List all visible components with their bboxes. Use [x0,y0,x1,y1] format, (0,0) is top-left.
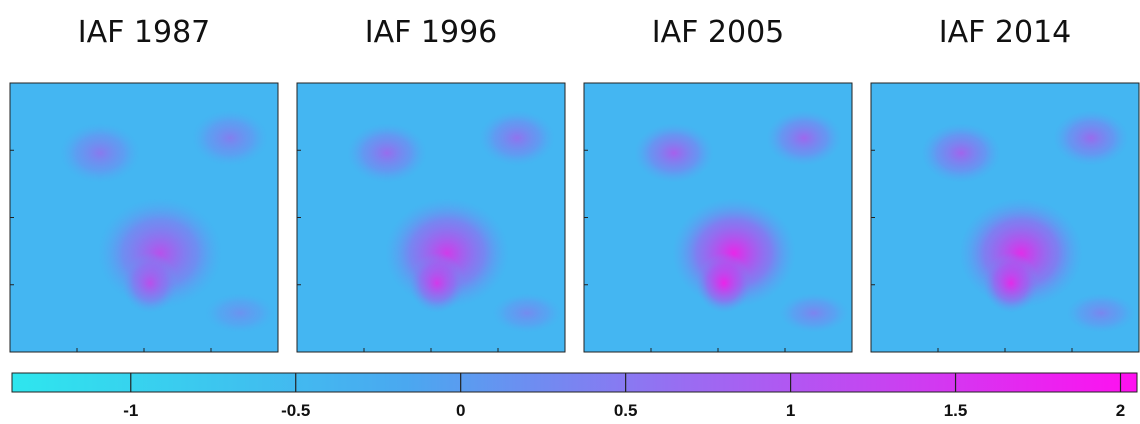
blob [921,123,1001,183]
blob [347,123,427,183]
blob [192,110,268,166]
blob [983,253,1039,313]
blob [1053,110,1129,166]
map-blobs [347,110,562,333]
map-blobs [921,110,1136,333]
blob [409,253,465,313]
panel-title: IAF 2014 [939,15,1072,50]
panel-title: IAF 2005 [652,15,785,50]
blob [492,293,562,333]
blob [1066,293,1136,333]
colorbar-tick-label: 0.5 [614,401,638,420]
blob [634,123,714,183]
panel-title: IAF 1987 [78,15,211,50]
map-blobs [634,110,849,333]
panel-title: IAF 1996 [365,15,498,50]
blob [696,253,752,313]
blob [60,123,140,183]
blob [479,110,555,166]
map-blobs [60,110,275,333]
colorbar: -1 -0.5 0 0.5 1 1.5 2 [11,372,1138,420]
colorbar-tick-label: 1.5 [944,401,968,420]
colorbar-tick-label: -0.5 [281,401,310,420]
colorbar-tick-label: 1 [786,401,795,420]
colorbar-tick-label: -1 [123,401,138,420]
colorbar-tick-label: 0 [456,401,465,420]
blob [766,110,842,166]
colorbar-fill [11,372,1138,393]
blob [205,293,275,333]
blob [122,253,178,313]
colorbar-tick-label: 2 [1116,401,1125,420]
blob [779,293,849,333]
